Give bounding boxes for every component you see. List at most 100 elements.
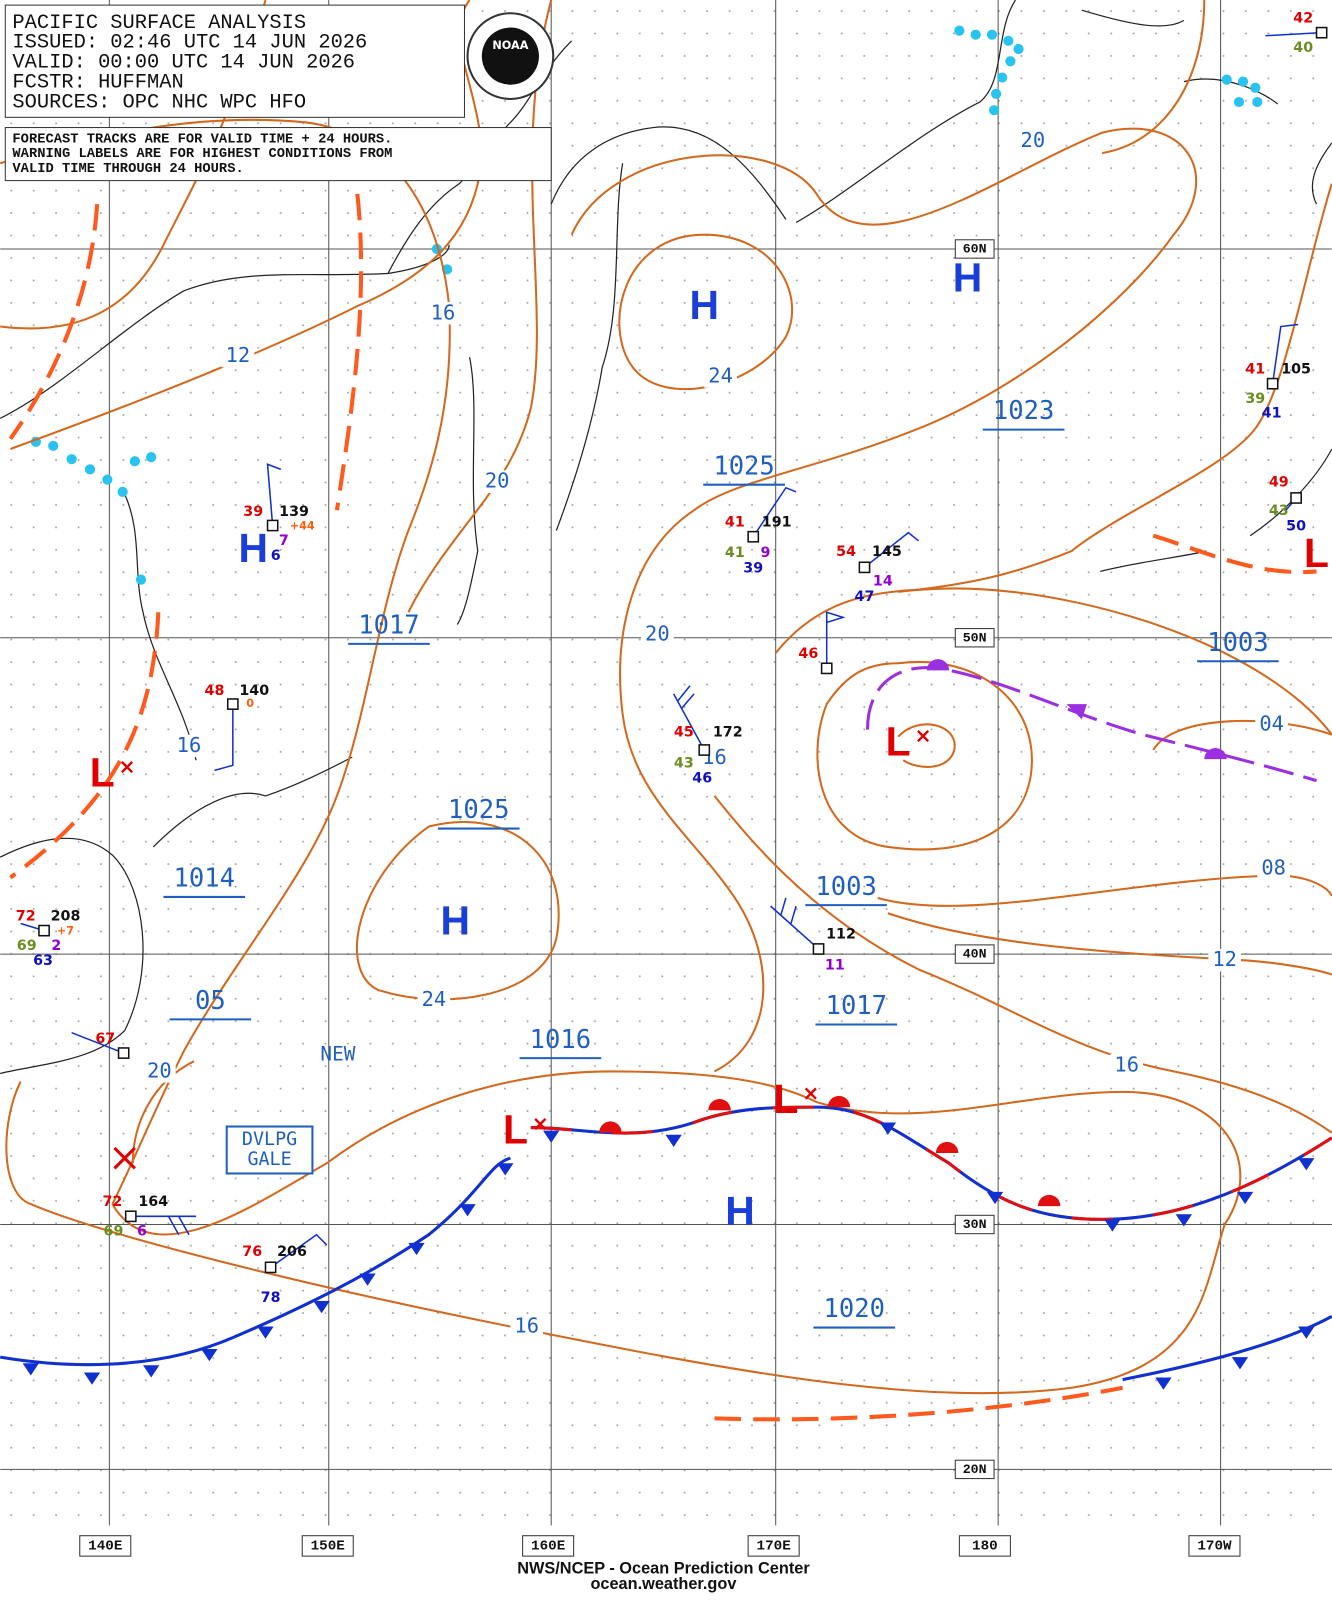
front-triangle [879,1122,897,1135]
station-value: 46 [692,771,712,787]
front-triangle [1231,1357,1249,1370]
longitude-label: 170W [1197,1539,1232,1555]
front-triangle [22,1363,39,1376]
latitude-label-bg [954,1459,995,1480]
longitude-label: 170E [757,1539,791,1555]
header-line: PACIFIC SURFACE ANALYSIS [12,12,306,35]
isobar [5,1070,1242,1395]
station-marker [124,1210,137,1223]
footer-line: ocean.weather.gov [590,1575,736,1593]
station-marker [698,744,711,756]
front-triangle [359,1273,376,1286]
trough [714,1385,1124,1422]
trough [9,612,161,880]
station-value: 139 [279,504,309,520]
isobar [877,874,1332,907]
front-triangle [1104,1219,1121,1232]
header-box [4,4,465,118]
ice-edge-dot [1221,74,1232,85]
isobar-label: 20 [485,469,510,493]
ice-edge-dot [84,464,96,475]
front-triangle [1175,1214,1193,1227]
ice-edge-dot [997,72,1008,83]
station-value: 48 [205,683,225,699]
pressure-center: L [503,1106,528,1152]
occluded-semicircle [926,659,950,671]
coastline [0,244,450,419]
pressure-label: 05 [195,986,226,1016]
front-semicircle [1037,1194,1061,1207]
station-value: 69 [104,1224,124,1240]
station-marker [858,561,871,574]
ice-edge-dot [988,105,1000,116]
station-marker [820,662,833,675]
header-line: FCSTR: HUFFMAN [12,72,183,95]
station-value: 67 [95,1031,115,1047]
pressure-label: 1025 [448,795,509,825]
isobar [897,723,956,768]
front-triangle [1236,1191,1254,1205]
note-box [4,127,552,182]
wind-barb [1271,323,1299,384]
ice-edge-dot [986,29,998,40]
ice-edge-dot [1013,43,1024,55]
wind-barb [1265,31,1322,37]
station-value: 40 [1293,40,1313,56]
station-marker [117,1047,130,1059]
station-value: +44 [290,520,315,533]
station-marker [264,1261,277,1274]
isobar-label-bg [641,623,674,646]
latitude-label-bg [954,944,995,964]
center-cross: × [532,1111,549,1135]
station-value: 41 [1262,405,1282,421]
coastline [456,357,479,625]
ice-edge-dot [146,452,157,463]
isobar-label: 04 [1259,711,1284,735]
center-cross: × [119,754,136,778]
latitude-label-bg [954,1214,995,1235]
ice-edge-dot [135,574,147,585]
station-value: 41 [725,514,745,530]
header-line: SOURCES: OPC NHC WPC HFO [12,91,306,114]
occluded-front [866,666,1317,783]
longitude-label: 150E [311,1539,345,1555]
station-value: 208 [51,908,81,924]
wind-barb [214,704,234,772]
stationary-front [530,1105,1332,1221]
station-value: 63 [33,953,53,969]
longitude-label: 160E [531,1539,565,1555]
pressure-center: H [690,282,719,328]
station-value: 2 [51,938,61,954]
longitude-label-bg [79,1535,132,1557]
station-value: 42 [1293,10,1313,26]
station-value: 14 [873,574,893,590]
station-marker [1290,492,1302,504]
isobar-label: 20 [645,622,670,646]
isobar [898,183,1332,593]
station-marker [38,924,50,937]
coastline [550,126,787,220]
station-value: 43 [674,755,694,771]
coastline [1081,9,1185,27]
front-triangle [1298,1158,1315,1171]
coastline [555,163,624,531]
isobar-label-bg [480,470,514,493]
station-value: 54 [836,544,856,560]
pressure-label: 1017 [358,611,419,641]
front-triangle [665,1134,682,1147]
isobar-label-bg [426,302,460,325]
header-line: VALID: 00:00 UTC 14 JUN 2026 [12,52,355,75]
occluded-semicircle [1204,747,1227,760]
front-triangle [497,1163,514,1176]
isobar-label: 12 [226,343,251,367]
latitude-label: 60N [963,241,987,256]
ice-edge-dot [1233,96,1245,108]
ice-edge-dot [970,29,981,40]
station-value: 72 [16,908,36,924]
isobar [407,0,553,613]
station-value: 191 [762,514,792,530]
annotation-new: NEW [320,1043,355,1066]
center-cross: × [802,1081,819,1105]
ice-edge-dot [954,25,965,36]
front-semicircle [599,1121,622,1133]
